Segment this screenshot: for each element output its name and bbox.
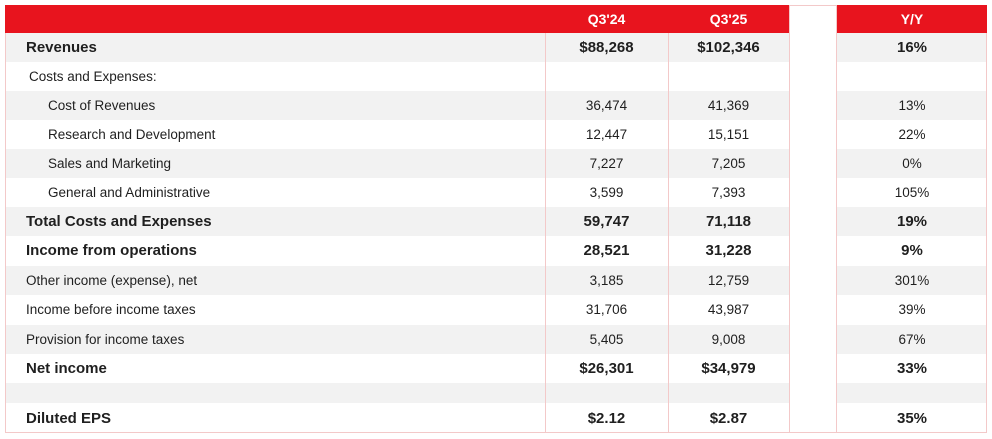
column-spacer [789,33,837,433]
table-row-research-development: Research and Development 12,447 15,151 2… [5,120,987,149]
row-value-yy: 0% [902,156,922,171]
row-value-q3-25: 12,759 [707,273,750,288]
table-row-general-administrative: General and Administrative 3,599 7,393 1… [5,178,987,207]
table-row-income-before-taxes: Income before income taxes 31,706 43,987… [5,295,987,324]
table-row-total-costs: Total Costs and Expenses 59,747 71,118 1… [5,207,987,236]
row-value-q3-24: 59,747 [583,213,630,230]
row-label: Income before income taxes [26,302,196,317]
row-value-yy: 301% [894,273,930,288]
column-divider [668,33,669,433]
header-blank-cell [5,5,545,33]
table-row-cost-of-revenues: Cost of Revenues 36,474 41,369 13% [5,91,987,120]
row-value-yy: 39% [898,302,926,317]
row-value-q3-24: 36,474 [585,98,628,113]
row-label: Diluted EPS [26,409,112,427]
table-row-costs-header: Costs and Expenses: [5,62,987,91]
table-row-provision-taxes: Provision for income taxes 5,405 9,008 6… [5,325,987,354]
row-value-q3-24: 5,405 [589,332,624,347]
table-row-sales-marketing: Sales and Marketing 7,227 7,205 0% [5,149,987,178]
row-label: Net income [26,360,107,377]
row-label: Cost of Revenues [48,98,156,113]
header-yy: Y/Y [837,5,987,33]
row-label: Total Costs and Expenses [26,213,212,230]
row-label: Other income (expense), net [26,273,198,288]
row-value-yy: 105% [894,185,930,200]
row-label: Sales and Marketing [48,156,172,171]
row-value-yy: 16% [896,39,928,56]
row-value-yy: 67% [898,332,926,347]
header-q3-25: Q3'25 [668,5,789,33]
row-label: General and Administrative [48,185,211,200]
table-row-other-income: Other income (expense), net 3,185 12,759… [5,266,987,295]
row-value-q3-24: 7,227 [589,156,624,171]
table-spacer-row [5,383,987,403]
table-row-income-from-operations: Income from operations 28,521 31,228 9% [5,236,987,265]
row-value-q3-25: $102,346 [697,39,760,56]
header-q3-24: Q3'24 [545,5,668,33]
row-value-yy: 22% [898,127,926,142]
table-row-revenues: Revenues $88,268 $102,346 16% [5,33,987,62]
row-label: Provision for income taxes [26,332,185,347]
row-value-q3-24: $2.12 [587,409,626,427]
row-value-q3-24: $26,301 [579,360,634,377]
row-value-q3-24: 12,447 [585,127,628,142]
row-value-q3-25: 43,987 [707,302,750,317]
row-value-q3-25: $2.87 [709,409,748,427]
row-value-q3-24: 3,599 [589,185,624,200]
row-label: Costs and Expenses: [29,69,157,84]
row-value-q3-25: 7,205 [711,156,746,171]
row-value-q3-25: 31,228 [705,242,752,259]
row-value-yy: 9% [901,242,923,259]
table-row-diluted-eps: Diluted EPS $2.12 $2.87 35% [5,403,987,433]
row-value-q3-25: 41,369 [707,98,750,113]
row-label: Income from operations [26,242,197,259]
table-row-net-income: Net income $26,301 $34,979 33% [5,354,987,383]
column-divider [545,33,546,433]
row-value-q3-25: $34,979 [701,360,756,377]
row-value-q3-25: 7,393 [711,185,746,200]
row-value-yy: 19% [896,213,928,230]
header-spacer [789,5,837,34]
row-label: Research and Development [48,127,216,142]
row-value-q3-24: $88,268 [579,39,634,56]
row-value-yy: 33% [896,360,928,377]
row-label: Revenues [26,39,97,56]
row-value-q3-24: 3,185 [589,273,624,288]
row-value-yy: 13% [898,98,926,113]
row-value-q3-24: 28,521 [583,242,630,259]
row-value-q3-25: 71,118 [705,213,752,230]
row-value-q3-24: 31,706 [585,302,628,317]
row-value-q3-25: 15,151 [707,127,750,142]
row-value-q3-25: 9,008 [711,332,746,347]
row-value-yy: 35% [896,409,928,427]
